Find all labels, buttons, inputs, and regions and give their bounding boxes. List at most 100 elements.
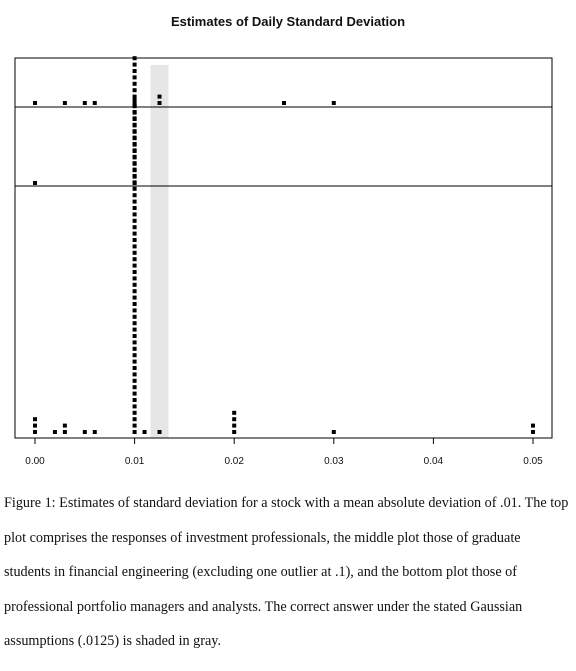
panel-3 bbox=[33, 103, 535, 434]
data-point bbox=[132, 295, 137, 300]
data-point bbox=[132, 334, 137, 338]
data-point bbox=[132, 122, 137, 127]
plot-frame bbox=[14, 57, 553, 439]
data-point bbox=[132, 353, 137, 358]
data-point bbox=[132, 250, 137, 255]
data-point bbox=[82, 430, 87, 434]
data-point bbox=[132, 225, 137, 230]
x-tick-label: 0.00 bbox=[25, 456, 45, 467]
data-point bbox=[52, 430, 57, 434]
data-point bbox=[132, 410, 137, 415]
data-point bbox=[132, 391, 137, 396]
data-point bbox=[132, 218, 137, 223]
data-point bbox=[132, 372, 137, 377]
data-point bbox=[132, 167, 137, 172]
data-point bbox=[132, 116, 137, 121]
data-point bbox=[132, 308, 137, 313]
data-point bbox=[132, 321, 137, 326]
data-point bbox=[232, 423, 237, 428]
data-point bbox=[132, 430, 137, 434]
data-point bbox=[132, 302, 137, 306]
data-point bbox=[33, 430, 37, 434]
data-point bbox=[132, 276, 137, 281]
data-point bbox=[132, 199, 137, 204]
data-point bbox=[132, 103, 137, 108]
data-point bbox=[132, 404, 137, 409]
data-point bbox=[132, 193, 137, 198]
x-tick-label: 0.05 bbox=[523, 456, 543, 467]
data-point bbox=[132, 174, 137, 178]
data-point bbox=[132, 244, 137, 249]
data-point bbox=[132, 148, 137, 153]
data-point bbox=[92, 101, 97, 105]
data-point bbox=[62, 101, 67, 105]
data-point bbox=[33, 423, 37, 428]
data-point bbox=[82, 101, 87, 105]
data-point bbox=[531, 430, 535, 434]
dots-layer bbox=[33, 56, 535, 434]
data-point bbox=[33, 101, 37, 105]
data-point bbox=[132, 238, 137, 242]
data-point bbox=[531, 423, 535, 428]
data-point bbox=[132, 62, 137, 67]
data-point bbox=[132, 340, 137, 345]
data-point bbox=[132, 135, 137, 140]
data-point bbox=[142, 430, 147, 434]
data-point bbox=[132, 69, 137, 73]
data-point bbox=[132, 88, 137, 93]
data-point bbox=[92, 430, 97, 434]
data-point bbox=[132, 101, 137, 105]
data-point bbox=[132, 417, 137, 422]
data-point bbox=[132, 423, 137, 428]
data-point bbox=[132, 75, 137, 80]
correct-answer-band bbox=[150, 65, 169, 438]
data-point bbox=[132, 385, 137, 390]
data-point bbox=[132, 186, 137, 191]
data-point bbox=[132, 154, 137, 159]
data-point bbox=[132, 81, 137, 86]
data-point bbox=[157, 101, 162, 105]
data-point bbox=[132, 378, 137, 383]
frame-layer bbox=[14, 57, 553, 439]
panel-2 bbox=[33, 97, 137, 185]
data-point bbox=[132, 270, 137, 274]
data-point bbox=[132, 94, 137, 99]
panel-1 bbox=[33, 56, 336, 105]
data-point bbox=[157, 430, 162, 434]
figure-caption: Figure 1: Estimates of standard deviatio… bbox=[4, 495, 569, 649]
data-point bbox=[132, 327, 137, 332]
data-point bbox=[132, 161, 137, 166]
data-point bbox=[132, 366, 137, 370]
x-axis: 0.00 0.01 0.02 0.03 0.04 0.05 bbox=[25, 438, 543, 467]
data-point bbox=[132, 257, 137, 262]
shade-layer bbox=[150, 65, 169, 438]
data-point bbox=[232, 417, 237, 422]
data-point bbox=[132, 129, 137, 134]
data-point bbox=[132, 263, 137, 268]
data-point bbox=[132, 359, 137, 364]
data-point bbox=[132, 97, 137, 102]
data-point bbox=[331, 430, 336, 434]
data-point bbox=[132, 142, 137, 146]
x-tick-label: 0.04 bbox=[424, 456, 444, 467]
x-tick-label: 0.02 bbox=[224, 456, 244, 467]
x-tick-label: 0.01 bbox=[125, 456, 145, 467]
data-point bbox=[62, 430, 67, 434]
x-tick-label: 0.03 bbox=[324, 456, 344, 467]
chart-title: Estimates of Daily Standard Deviation bbox=[170, 14, 406, 29]
data-point bbox=[33, 417, 37, 422]
data-point bbox=[132, 212, 137, 217]
data-point bbox=[132, 231, 137, 236]
dot-plot: 0.00 0.01 0.02 0.03 0.04 0.05 bbox=[14, 56, 553, 467]
data-point bbox=[132, 206, 137, 210]
data-point bbox=[132, 180, 137, 185]
data-point bbox=[33, 181, 37, 185]
data-point bbox=[132, 398, 137, 402]
data-point bbox=[132, 346, 137, 351]
data-point bbox=[132, 282, 137, 287]
data-point bbox=[282, 101, 286, 105]
data-point bbox=[132, 314, 137, 319]
data-point bbox=[232, 430, 237, 434]
data-point bbox=[331, 101, 336, 105]
data-point bbox=[62, 423, 67, 428]
